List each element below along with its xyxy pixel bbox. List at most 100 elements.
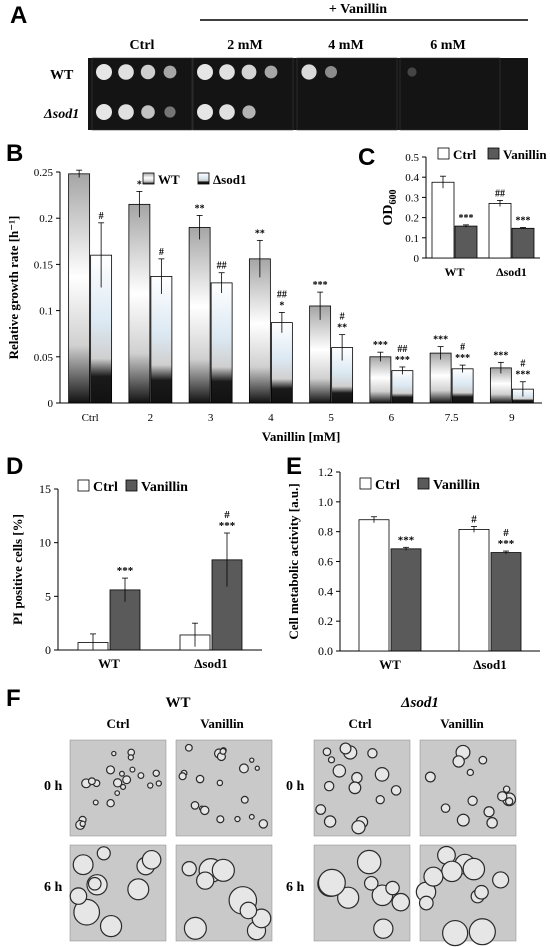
bar-Ctrl-Δsod1 xyxy=(458,529,490,652)
x-tick-label: Ctrl xyxy=(82,412,99,424)
cell-cluster xyxy=(502,785,511,793)
cell-cluster xyxy=(211,858,235,882)
significance-label: * xyxy=(279,300,284,311)
cell-cluster xyxy=(351,771,363,784)
significance-label: *** xyxy=(117,565,134,577)
time-label-wt-0h: 0 h xyxy=(44,779,63,794)
significance-label: # xyxy=(340,312,345,323)
cell-cluster xyxy=(122,775,132,785)
spot-r0-c2-d0 xyxy=(301,64,317,80)
group-label-sod1: Δsod1 xyxy=(400,695,439,711)
cell-cluster xyxy=(391,892,411,912)
spot-r0-c1-d3 xyxy=(264,65,278,79)
cell-cluster xyxy=(322,747,332,757)
legend-swatch-Ctrl xyxy=(359,477,372,490)
cell-cluster xyxy=(504,797,514,806)
spot-assay-panel: + Vanillin Ctrl 2 mM 4 mM 6 mM WT Δsod1 xyxy=(43,2,528,131)
legend-label-WT: WT xyxy=(158,172,180,187)
significance-label: ** xyxy=(337,323,347,334)
cell-cluster xyxy=(351,820,366,835)
y-tick-label: 15 xyxy=(39,482,51,496)
significance-label: # xyxy=(503,527,509,539)
x-tick-label: 3 xyxy=(208,412,214,424)
spot-r0-c2-d1 xyxy=(325,66,337,78)
cell-cluster xyxy=(152,769,160,777)
legend-label-Vanillin: Vanillin xyxy=(503,147,547,162)
legend-swatch-Ctrl xyxy=(77,479,90,492)
spot-r1-c1-d2 xyxy=(242,105,256,119)
significance-label: ## xyxy=(217,261,227,272)
cell-cluster xyxy=(118,770,125,777)
y-tick-label: 0.2 xyxy=(39,213,53,225)
cell-cluster xyxy=(196,871,215,890)
cell-cluster xyxy=(339,742,352,755)
significance-label: *** xyxy=(395,355,410,366)
significance-label: *** xyxy=(455,353,470,364)
cell-cluster xyxy=(178,772,187,781)
legend-swatch-Vanillin xyxy=(125,479,138,492)
cell-cluster xyxy=(199,805,210,816)
significance-label: ** xyxy=(255,228,265,239)
x-tick-label: WT xyxy=(379,657,401,672)
cell-cluster xyxy=(184,743,193,752)
y-tick-label: 0.5 xyxy=(405,152,419,164)
significance-label: # xyxy=(159,247,164,258)
y-tick-label: 1.0 xyxy=(318,495,333,509)
cell-cluster xyxy=(112,778,123,788)
legend-swatch-Δsod1 xyxy=(197,172,210,185)
significance-label: # xyxy=(471,513,477,525)
significance-label: *** xyxy=(433,335,448,346)
significance-label: *** xyxy=(459,213,474,224)
significance-label: ## xyxy=(495,188,505,199)
cell-cluster xyxy=(155,780,162,787)
time-label-sod1-6h: 6 h xyxy=(286,880,305,895)
spot-r0-c0-d1 xyxy=(118,64,134,80)
x-tick-label: 7.5 xyxy=(445,412,459,424)
group-label-wt: WT xyxy=(165,695,190,711)
cell-cluster xyxy=(96,846,111,861)
growth-rate-chart: 00.050.10.150.20.25Ctrl#2*#3**##4***##5*… xyxy=(6,167,542,444)
cell-cluster xyxy=(181,861,197,877)
significance-label: *** xyxy=(313,280,328,291)
y-axis-label-subscript: 600 xyxy=(388,190,399,205)
cell-cluster xyxy=(219,747,227,755)
col-label-4mm: 4 mM xyxy=(328,38,363,53)
y-axis-label: Cell metabolic activity [a.u.] xyxy=(286,483,301,639)
cell-cluster xyxy=(373,918,394,939)
cell-cluster xyxy=(238,763,249,774)
cell-cluster xyxy=(190,801,200,810)
significance-label: # xyxy=(520,359,525,370)
y-tick-label: 0 xyxy=(414,253,420,265)
spot-r1-c0-d3 xyxy=(164,106,176,118)
cell-cluster xyxy=(141,849,162,870)
y-axis-label: Relative growth rate [h⁻¹] xyxy=(6,216,21,360)
x-tick-label: 5 xyxy=(328,412,334,424)
cell-cluster xyxy=(332,764,347,778)
legend-swatch-Vanillin xyxy=(487,147,500,160)
significance-label: *** xyxy=(516,215,531,226)
od600-chart: 00.10.20.30.40.5WT***Δsod1##***OD600Ctrl… xyxy=(381,147,547,279)
cell-cluster xyxy=(456,813,470,827)
cell-cluster xyxy=(72,854,94,876)
cell-cluster xyxy=(474,884,489,900)
cell-cluster xyxy=(195,774,205,784)
cell-cluster xyxy=(105,765,116,775)
cell-cluster xyxy=(497,791,508,802)
cell-cluster xyxy=(468,918,496,946)
spot-r0-c0-d2 xyxy=(140,64,156,80)
col-label-2mm: 2 mM xyxy=(227,38,262,53)
cell-cluster xyxy=(251,908,272,929)
legend-label-Vanillin: Vanillin xyxy=(433,478,480,493)
cell-cluster xyxy=(69,887,88,905)
cell-cluster xyxy=(375,795,385,805)
bar-Vanillin-WT xyxy=(390,548,422,652)
cell-cluster xyxy=(440,803,451,813)
significance-label: *** xyxy=(493,350,508,361)
bar-Vanillin-Δsod1 xyxy=(490,552,522,652)
significance-label: *** xyxy=(398,534,415,546)
panel-letter-e: E xyxy=(286,453,303,480)
col-label-ctrl: Ctrl xyxy=(130,38,155,53)
cell-cluster xyxy=(114,790,121,796)
